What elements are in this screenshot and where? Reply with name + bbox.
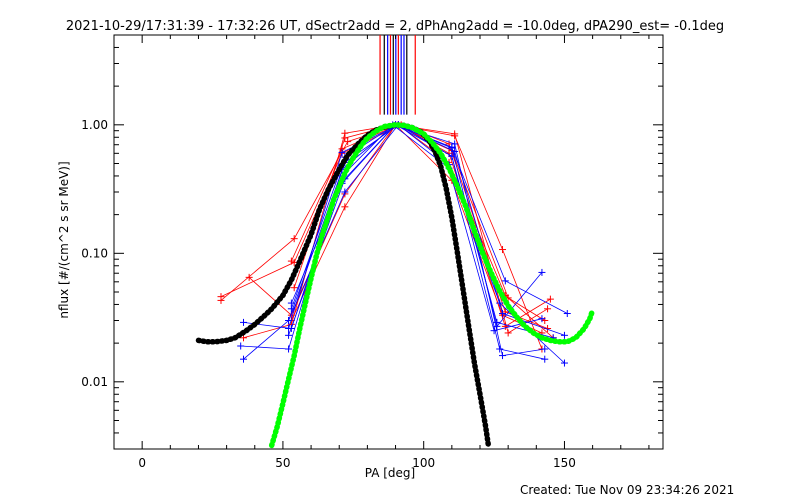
data-point	[341, 134, 349, 142]
data-point	[504, 329, 512, 337]
data-point	[496, 345, 504, 353]
data-point	[501, 277, 509, 285]
data-point	[546, 295, 554, 303]
data-point	[290, 235, 298, 243]
data-point	[240, 318, 248, 326]
data-point	[451, 140, 459, 148]
data-point	[490, 327, 498, 335]
y-tick-label: 0.10	[81, 246, 108, 260]
series-line	[288, 124, 565, 336]
data-point	[448, 152, 456, 160]
series-line	[240, 124, 543, 350]
data-point	[541, 345, 549, 353]
data-point	[451, 130, 459, 138]
fit-curve-green	[268, 122, 596, 449]
data-point	[560, 359, 568, 367]
chart-title: 2021-10-29/17:31:39 - 17:32:26 UT, dSect…	[66, 19, 724, 34]
data-point	[451, 147, 459, 155]
data-point	[501, 322, 509, 330]
data-point	[538, 315, 546, 323]
data-point	[544, 305, 552, 313]
vertical-markers	[379, 35, 416, 115]
data-point	[341, 188, 349, 196]
data-point	[493, 318, 501, 326]
data-point	[287, 257, 295, 265]
data-point	[285, 345, 293, 353]
y-tick-label: 0.01	[81, 375, 108, 389]
data-point	[245, 273, 253, 281]
y-tick-label: 1.00	[81, 118, 108, 132]
data-point	[560, 331, 568, 339]
data-point	[341, 203, 349, 211]
data-point	[237, 342, 245, 350]
data-point	[499, 310, 507, 318]
series-line	[293, 124, 548, 334]
plot-frame	[113, 34, 664, 450]
series-line	[291, 124, 551, 328]
data-point	[285, 324, 293, 332]
data-point	[344, 138, 352, 146]
data-point	[538, 268, 546, 276]
created-timestamp: Created: Tue Nov 09 23:34:26 2021	[520, 483, 734, 497]
series-line	[291, 124, 543, 334]
data-point	[217, 296, 225, 304]
data-point	[285, 331, 293, 339]
series-lines	[217, 121, 571, 367]
data-point	[541, 355, 549, 363]
x-tick-label: 50	[275, 456, 290, 470]
data-point	[338, 148, 346, 156]
data-point	[499, 352, 507, 360]
data-point	[287, 305, 295, 313]
data-point	[563, 310, 571, 318]
y-axis-label: nflux [#/(cm^2 s sr MeV)]	[57, 161, 71, 318]
fit-curves	[195, 122, 596, 449]
series-line	[288, 124, 545, 357]
data-point	[499, 246, 507, 254]
data-point	[290, 284, 298, 292]
axes: 0 50 100 150 0.01 0.10 1.00	[81, 34, 663, 470]
data-point	[240, 355, 248, 363]
x-axis-label: PA [deg]	[365, 466, 415, 480]
x-tick-label: 0	[138, 456, 146, 470]
x-tick-label: 100	[412, 456, 435, 470]
x-tick-label: 150	[553, 456, 576, 470]
